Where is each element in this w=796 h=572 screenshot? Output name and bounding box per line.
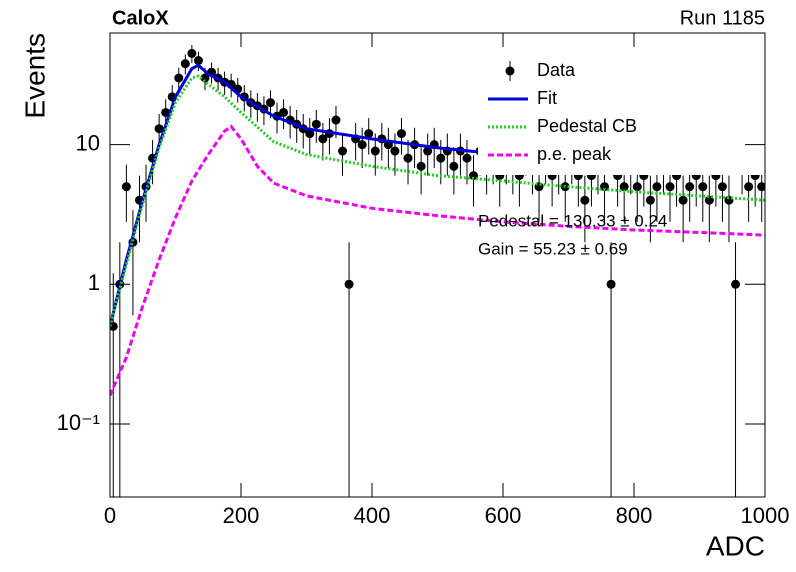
data-point bbox=[449, 161, 459, 171]
data-point bbox=[396, 129, 406, 139]
data-point bbox=[619, 182, 629, 192]
data-point bbox=[665, 182, 675, 192]
data-point bbox=[469, 171, 479, 181]
plot-area bbox=[110, 44, 765, 497]
data-point bbox=[606, 279, 616, 289]
data-point bbox=[698, 182, 708, 192]
data-point bbox=[357, 140, 367, 150]
data-point bbox=[744, 182, 754, 192]
data-point bbox=[678, 195, 688, 205]
legend-label: p.e. peak bbox=[537, 144, 612, 164]
x-tick-label: 400 bbox=[354, 503, 391, 528]
data-point bbox=[311, 119, 321, 129]
legend-label: Data bbox=[537, 60, 576, 80]
fit-curve bbox=[110, 74, 765, 327]
x-tick-label: 0 bbox=[104, 503, 116, 528]
x-tick-label: 600 bbox=[485, 503, 522, 528]
data-point bbox=[600, 182, 610, 192]
chart-title: CaloX bbox=[112, 7, 169, 29]
legend-label: Fit bbox=[537, 88, 557, 108]
data-point bbox=[305, 129, 315, 139]
data-point bbox=[331, 115, 341, 125]
annotation: Pedestal = 130.33 ± 0.24 bbox=[478, 211, 667, 230]
data-point bbox=[717, 182, 727, 192]
x-axis-label: ADC bbox=[706, 530, 765, 561]
data-point bbox=[370, 146, 380, 156]
data-point bbox=[632, 182, 642, 192]
data-point bbox=[318, 134, 328, 144]
data-point bbox=[403, 153, 413, 163]
y-axis-label: Events bbox=[19, 33, 50, 119]
data-point bbox=[645, 195, 655, 205]
data-point bbox=[436, 153, 446, 163]
data-point bbox=[180, 59, 190, 69]
data-point bbox=[685, 182, 695, 192]
x-tick-label: 200 bbox=[223, 503, 260, 528]
data-point bbox=[390, 146, 400, 156]
overlay: Data Fit Pedestal CB p.e. peak Pedestal = 13… bbox=[478, 55, 765, 258]
data-point bbox=[174, 73, 184, 83]
legend-label: Pedestal CB bbox=[537, 116, 637, 136]
fit-curve bbox=[110, 124, 765, 397]
y-tick-label: 10 bbox=[76, 130, 100, 155]
data-point bbox=[279, 107, 289, 117]
data-point bbox=[731, 279, 741, 289]
data-point bbox=[757, 182, 765, 192]
data-point bbox=[652, 182, 662, 192]
data-point bbox=[193, 56, 203, 66]
frame bbox=[109, 32, 766, 498]
data-point bbox=[154, 124, 164, 134]
legend-marker bbox=[505, 66, 515, 76]
y-tick-label: 10⁻¹ bbox=[57, 410, 100, 435]
chart-subtitle: Run 1185 bbox=[680, 7, 765, 29]
data-point bbox=[187, 48, 197, 58]
data-point bbox=[416, 161, 426, 171]
data-point bbox=[344, 279, 354, 289]
data-point bbox=[580, 195, 590, 205]
data-point bbox=[121, 182, 131, 192]
data-point bbox=[364, 129, 374, 139]
data-point bbox=[200, 73, 210, 83]
annotation: Gain = 55.23 ± 0.69 bbox=[478, 239, 628, 258]
data-point bbox=[265, 98, 275, 108]
x-tick-label: 1000 bbox=[741, 503, 790, 528]
data-point bbox=[462, 153, 472, 163]
data-point bbox=[338, 146, 348, 156]
x-tick-label: 800 bbox=[616, 503, 653, 528]
data-point bbox=[423, 146, 433, 156]
y-tick-label: 1 bbox=[88, 270, 100, 295]
